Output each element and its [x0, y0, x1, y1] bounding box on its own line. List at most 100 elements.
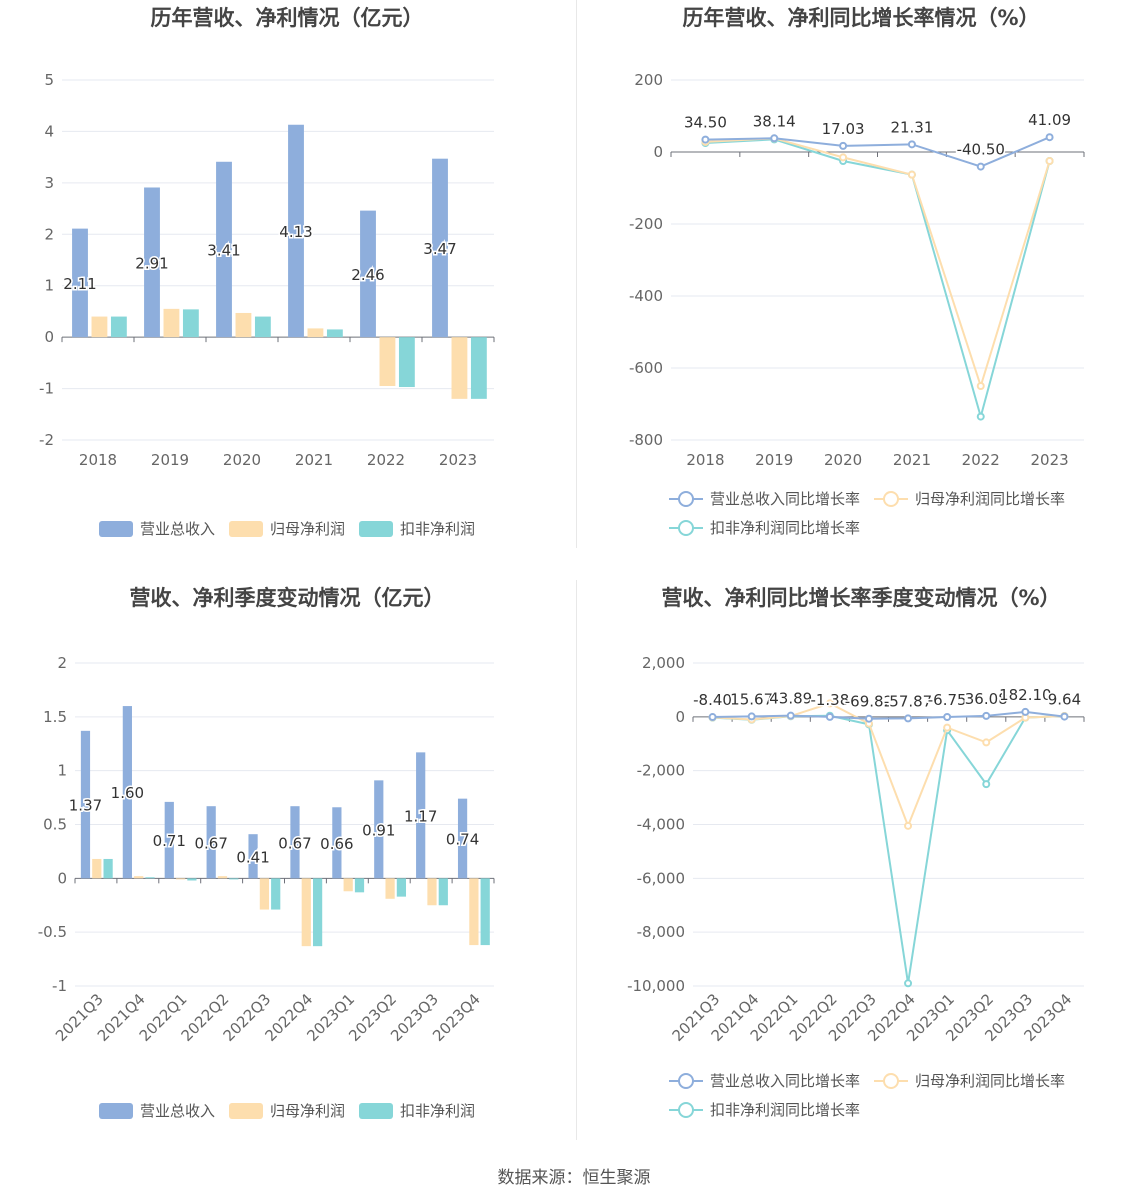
- bar: [451, 337, 468, 399]
- bar-value-label: 0.74: [446, 830, 479, 848]
- legend-item[interactable]: 营业总收入同比增长率: [669, 488, 860, 509]
- legend-item[interactable]: 营业总收入: [98, 1100, 215, 1121]
- bar: [271, 878, 281, 910]
- legend-item[interactable]: 营业总收入同比增长率: [669, 1070, 860, 1091]
- series-point: [1060, 712, 1069, 721]
- bar-value-label: 2.91: [135, 254, 168, 272]
- point-value-label: -57.87: [884, 692, 932, 710]
- y-tick-label: 200: [634, 71, 663, 89]
- point-value-label: 36.08: [965, 690, 1008, 708]
- series-point: [839, 141, 848, 150]
- bar-value-label: 3.47: [423, 240, 456, 258]
- series-point: [943, 713, 952, 722]
- y-tick-label: 2: [57, 654, 67, 672]
- legend-label: 归母净利润同比增长率: [915, 490, 1066, 508]
- bar: [187, 878, 197, 881]
- divider: [576, 580, 577, 1140]
- bar-value-label: 0.91: [362, 821, 395, 839]
- y-tick-label: -600: [629, 359, 663, 377]
- legend-label: 营业总收入: [139, 1102, 215, 1120]
- y-tick-label: 3: [44, 174, 54, 192]
- series-point: [976, 412, 985, 421]
- legend-item[interactable]: 归母净利润同比增长率: [874, 488, 1065, 509]
- series-point: [976, 162, 985, 171]
- y-tick-label: -8,000: [637, 923, 685, 941]
- y-tick-label: -1: [52, 977, 67, 995]
- series-line: [705, 137, 1051, 390]
- bar: [480, 878, 490, 946]
- bar: [307, 328, 324, 338]
- y-tick-label: 1: [44, 277, 54, 295]
- legend-line-marker: [874, 490, 909, 508]
- bar: [229, 878, 239, 880]
- point-value-label: 9.64: [1048, 691, 1081, 709]
- bar: [235, 312, 252, 338]
- bar: [134, 876, 144, 879]
- legend-label: 营业总收入同比增长率: [710, 1072, 861, 1090]
- annual-revenue-profit-chart: 历年营收、净利情况（亿元） 5 4 3 2 1 0 -1 -2 2018 2019 2020 2021…: [0, 0, 574, 560]
- y-tick-label: 2: [44, 225, 54, 243]
- bar: [438, 878, 448, 906]
- bar: [91, 316, 108, 338]
- legend-item[interactable]: 归母净利润同比增长率: [874, 1070, 1065, 1091]
- y-tick-label: -400: [629, 287, 663, 305]
- bar: [110, 316, 127, 338]
- y-tick-label: -2,000: [637, 762, 685, 780]
- bar: [332, 807, 342, 879]
- x-tick-label: 2020: [824, 451, 862, 469]
- bar-value-label: 2.11: [63, 275, 96, 293]
- divider: [576, 0, 577, 548]
- legend-item[interactable]: 扣非净利润: [359, 1100, 475, 1121]
- bar: [379, 337, 396, 386]
- legend-swatch: [359, 1102, 393, 1119]
- legend-swatch: [98, 1102, 133, 1119]
- legend-item[interactable]: 扣非净利润: [359, 518, 475, 539]
- series-point: [904, 714, 913, 723]
- bar: [182, 309, 199, 338]
- point-value-label: 182.10: [999, 686, 1052, 704]
- annual-growth-rate-chart: 历年营收、净利同比增长率情况（%） 200 0 -200 -400 -600 -800 20…: [574, 0, 1148, 560]
- data-source-note: 数据来源：恒生聚源: [497, 1168, 651, 1188]
- y-tick-label: 0: [653, 143, 663, 161]
- legend: 营业总收入同比增长率 归母净利润同比增长率 扣非净利润同比增长率: [574, 1070, 1082, 1128]
- bar: [301, 878, 311, 947]
- bar: [216, 161, 232, 338]
- chart-title: 营收、净利同比增长率季度变动情况（%）: [661, 586, 1061, 610]
- series-point: [904, 821, 913, 830]
- series-point: [976, 382, 985, 390]
- series-line: [712, 710, 1065, 720]
- bar: [122, 706, 132, 879]
- series-point: [747, 712, 756, 721]
- chart-title: 营收、净利季度变动情况（亿元）: [129, 586, 445, 610]
- series-point: [907, 140, 916, 149]
- y-tick-label: 0: [44, 328, 54, 346]
- legend-line-marker: [669, 1072, 703, 1090]
- y-tick-label: 1.5: [43, 708, 67, 726]
- y-tick-label: -6,000: [637, 869, 685, 887]
- legend-label: 扣非净利润: [400, 520, 476, 538]
- legend-item[interactable]: 扣非净利润同比增长率: [669, 1099, 860, 1120]
- series-point: [943, 723, 952, 732]
- x-tick-label: 2018: [686, 451, 724, 469]
- legend-item[interactable]: 归母净利润: [228, 1100, 345, 1121]
- legend-item[interactable]: 营业总收入: [98, 518, 215, 539]
- series-point: [701, 135, 710, 144]
- legend-label: 扣非净利润同比增长率: [710, 519, 861, 537]
- series-point: [708, 713, 717, 722]
- x-tick-label: 2023: [439, 451, 477, 469]
- bar-value-label: 2.46: [351, 266, 384, 284]
- legend-label: 扣非净利润同比增长率: [710, 1101, 861, 1119]
- bar-value-label: 0.66: [320, 835, 353, 853]
- chart-title: 历年营收、净利情况（亿元）: [150, 6, 424, 30]
- bar: [80, 730, 91, 879]
- legend-item[interactable]: 归母净利润: [228, 518, 345, 539]
- legend: 营业总收入 归母净利润 扣非净利润: [0, 1100, 574, 1129]
- legend-item[interactable]: 扣非净利润同比增长率: [669, 517, 860, 538]
- quarterly-revenue-profit-chart: 营收、净利季度变动情况（亿元） 2 1.5 1 0.5 0 -0.5 -1 2021Q3 202…: [0, 580, 574, 1140]
- y-tick-label: -2: [39, 431, 54, 449]
- x-tick-label: 2021: [295, 451, 333, 469]
- point-value-label: 34.50: [684, 114, 727, 132]
- bar: [254, 316, 271, 338]
- series-point: [770, 134, 779, 143]
- y-tick-label: -200: [629, 215, 663, 233]
